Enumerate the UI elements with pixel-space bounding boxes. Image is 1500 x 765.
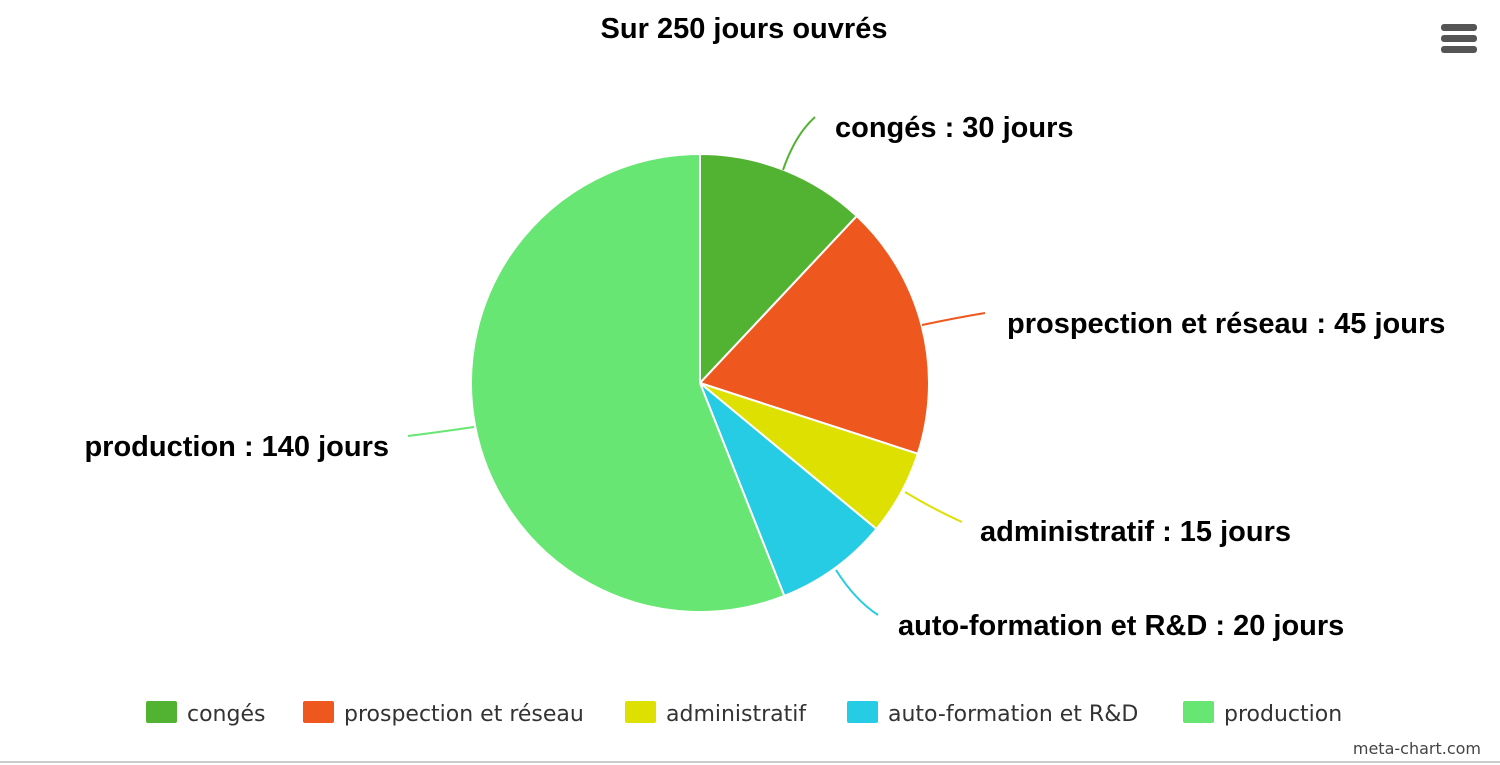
legend-label: production [1224,702,1342,727]
slice-labels: congés : 30 jours prospection et réseau :… [84,112,1445,642]
legend-item-auto-formation-et-randd[interactable]: auto-formation et R&D [847,701,1138,727]
legend-label: prospection et réseau [344,702,584,727]
connector-production [407,426,475,437]
chart-title: Sur 250 jours ouvrés [601,13,888,45]
legend-label: administratif [666,702,807,727]
connector-auto-formation-et-randd [835,569,879,616]
data-label-production: production : 140 jours [84,431,389,463]
legend-swatch [1183,701,1214,723]
credit-text[interactable]: meta-chart.com [1353,739,1481,758]
legend-swatch [847,701,878,723]
pie-slice-auto-formation-et-randd[interactable] [699,382,878,598]
legend-item-conges[interactable]: congés [146,701,265,727]
data-label-administratif: administratif : 15 jours [980,516,1291,548]
legend-swatch [625,701,656,723]
label-connectors [407,116,986,616]
legend-label: congés [187,702,265,727]
pie-slice-conges[interactable] [699,152,859,386]
legend-item-administratif[interactable]: administratif [625,701,807,727]
pie-slice-prospection-et-reseau[interactable] [698,214,930,456]
legend: congés prospection et réseau administratif… [146,701,1342,727]
legend-label: auto-formation et R&D [888,702,1138,727]
legend-item-production[interactable]: production [1183,701,1342,727]
connector-prospection-et-reseau [921,312,986,326]
hamburger-menu-icon[interactable] [1441,24,1477,53]
legend-item-prospection-et-reseau[interactable]: prospection et réseau [303,701,584,727]
legend-swatch [146,701,177,723]
data-label-prospection-et-reseau: prospection et réseau : 45 jours [1007,308,1445,340]
connector-conges [782,116,816,171]
pie-slice-production[interactable] [470,152,786,613]
data-label-auto-formation-et-randd: auto-formation et R&D : 20 jours [898,610,1344,642]
pie-slices [470,152,930,613]
data-label-conges: congés : 30 jours [835,112,1074,144]
legend-swatch [303,701,334,723]
connector-administratif [904,491,963,523]
